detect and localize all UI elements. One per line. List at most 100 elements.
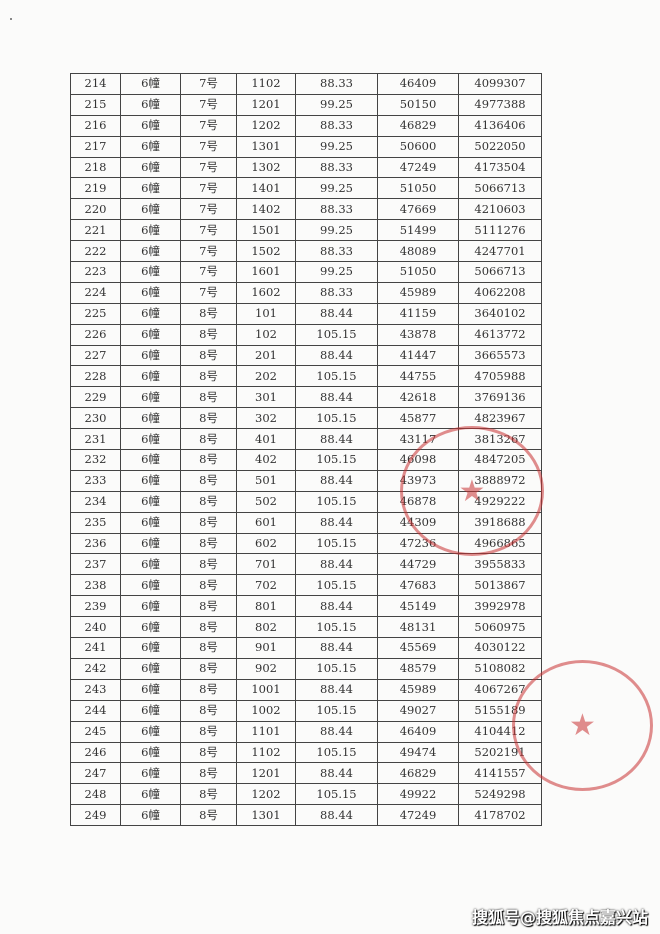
table-row: 243 6幢 8号 1001 88.44 45989 4067267 bbox=[70, 678, 542, 701]
table-cell: 6幢 bbox=[120, 553, 181, 576]
table-cell: 5249298 bbox=[458, 783, 542, 806]
table-cell: 5022050 bbox=[458, 135, 542, 158]
table-cell: 240 bbox=[70, 616, 121, 639]
table-cell: 401 bbox=[236, 428, 296, 451]
table-cell: 88.33 bbox=[295, 73, 378, 95]
table-cell: 8号 bbox=[180, 344, 237, 367]
table-cell: 8号 bbox=[180, 407, 237, 430]
table-row: 244 6幢 8号 1002 105.15 49027 5155189 bbox=[70, 699, 542, 722]
table-cell: 46409 bbox=[377, 73, 459, 95]
table-cell: 6幢 bbox=[120, 261, 181, 283]
table-cell: 45149 bbox=[377, 595, 459, 618]
table-cell: 88.33 bbox=[295, 156, 378, 179]
table-cell: 48089 bbox=[377, 240, 459, 263]
table-cell: 4247701 bbox=[458, 240, 542, 263]
table-cell: 1201 bbox=[236, 762, 296, 785]
table-cell: 1002 bbox=[236, 699, 296, 722]
table-cell: 88.33 bbox=[295, 281, 378, 304]
table-cell: 99.25 bbox=[295, 93, 378, 116]
table-cell: 6幢 bbox=[120, 490, 181, 513]
table-cell: 6幢 bbox=[120, 73, 181, 95]
table-cell: 3813267 bbox=[458, 428, 542, 451]
table-cell: 4847205 bbox=[458, 449, 542, 471]
table-cell: 6幢 bbox=[120, 511, 181, 534]
table-cell: 105.15 bbox=[295, 532, 378, 555]
table-cell: 105.15 bbox=[295, 616, 378, 639]
table-cell: 4613772 bbox=[458, 323, 542, 346]
table-cell: 301 bbox=[236, 386, 296, 409]
table-cell: 222 bbox=[70, 240, 121, 263]
table-cell: 7号 bbox=[180, 73, 237, 95]
table-cell: 6幢 bbox=[120, 637, 181, 659]
table-cell: 102 bbox=[236, 323, 296, 346]
table-cell: 6幢 bbox=[120, 720, 181, 743]
table-row: 221 6幢 7号 1501 99.25 51499 5111276 bbox=[70, 219, 542, 242]
table-cell: 5066713 bbox=[458, 177, 542, 200]
table-row: 218 6幢 7号 1302 88.33 47249 4173504 bbox=[70, 156, 542, 179]
table-cell: 4104412 bbox=[458, 720, 542, 743]
table-cell: 105.15 bbox=[295, 407, 378, 430]
table-cell: 4705988 bbox=[458, 365, 542, 388]
table-cell: 43117 bbox=[377, 428, 459, 451]
table-cell: 244 bbox=[70, 699, 121, 722]
table-cell: 249 bbox=[70, 804, 121, 827]
table-cell: 8号 bbox=[180, 720, 237, 743]
table-cell: 1101 bbox=[236, 720, 296, 743]
table-cell: 237 bbox=[70, 553, 121, 576]
table-cell: 44729 bbox=[377, 553, 459, 576]
table-cell: 1401 bbox=[236, 177, 296, 200]
table-cell: 224 bbox=[70, 281, 121, 304]
table-cell: 215 bbox=[70, 93, 121, 116]
table-cell: 1102 bbox=[236, 741, 296, 764]
table-row: 246 6幢 8号 1102 105.15 49474 5202191 bbox=[70, 741, 542, 764]
table-cell: 8号 bbox=[180, 595, 237, 618]
table-cell: 8号 bbox=[180, 678, 237, 701]
table-cell: 8号 bbox=[180, 637, 237, 659]
table-cell: 49474 bbox=[377, 741, 459, 764]
table-row: 215 6幢 7号 1201 99.25 50150 4977388 bbox=[70, 93, 542, 116]
table-cell: 245 bbox=[70, 720, 121, 743]
table-cell: 1601 bbox=[236, 261, 296, 283]
table-cell: 8号 bbox=[180, 783, 237, 806]
table-row: 247 6幢 8号 1201 88.44 46829 4141557 bbox=[70, 762, 542, 785]
table-cell: 43878 bbox=[377, 323, 459, 346]
table-cell: 41447 bbox=[377, 344, 459, 367]
table-cell: 248 bbox=[70, 783, 121, 806]
table-cell: 88.44 bbox=[295, 511, 378, 534]
table-row: 216 6幢 7号 1202 88.33 46829 4136406 bbox=[70, 114, 542, 137]
table-row: 219 6幢 7号 1401 99.25 51050 5066713 bbox=[70, 177, 542, 200]
table-cell: 6幢 bbox=[120, 177, 181, 200]
table-cell: 4062208 bbox=[458, 281, 542, 304]
table-row: 214 6幢 7号 1102 88.33 46409 4099307 bbox=[70, 73, 542, 95]
table-cell: 88.44 bbox=[295, 595, 378, 618]
table-cell: 201 bbox=[236, 344, 296, 367]
table-cell: 402 bbox=[236, 449, 296, 471]
table-cell: 51499 bbox=[377, 219, 459, 242]
table-cell: 47249 bbox=[377, 804, 459, 827]
table-cell: 241 bbox=[70, 637, 121, 659]
table-cell: 46878 bbox=[377, 490, 459, 513]
table-cell: 46409 bbox=[377, 720, 459, 743]
table-cell: 48579 bbox=[377, 657, 459, 680]
table-cell: 51050 bbox=[377, 177, 459, 200]
table-cell: 6幢 bbox=[120, 135, 181, 158]
table-row: 237 6幢 8号 701 88.44 44729 3955833 bbox=[70, 553, 542, 576]
table-row: 238 6幢 8号 702 105.15 47683 5013867 bbox=[70, 574, 542, 597]
table-cell: 8号 bbox=[180, 302, 237, 325]
table-cell: 218 bbox=[70, 156, 121, 179]
table-cell: 8号 bbox=[180, 449, 237, 471]
table-cell: 105.15 bbox=[295, 365, 378, 388]
table-cell: 6幢 bbox=[120, 156, 181, 179]
table-cell: 225 bbox=[70, 302, 121, 325]
table-cell: 226 bbox=[70, 323, 121, 346]
table-cell: 6幢 bbox=[120, 678, 181, 701]
table-cell: 1202 bbox=[236, 783, 296, 806]
table-cell: 6幢 bbox=[120, 114, 181, 137]
table-cell: 50600 bbox=[377, 135, 459, 158]
table-cell: 47683 bbox=[377, 574, 459, 597]
table-cell: 5111276 bbox=[458, 219, 542, 242]
table-cell: 6幢 bbox=[120, 657, 181, 680]
table-cell: 6幢 bbox=[120, 804, 181, 827]
table-row: 226 6幢 8号 102 105.15 43878 4613772 bbox=[70, 323, 542, 346]
table-cell: 229 bbox=[70, 386, 121, 409]
